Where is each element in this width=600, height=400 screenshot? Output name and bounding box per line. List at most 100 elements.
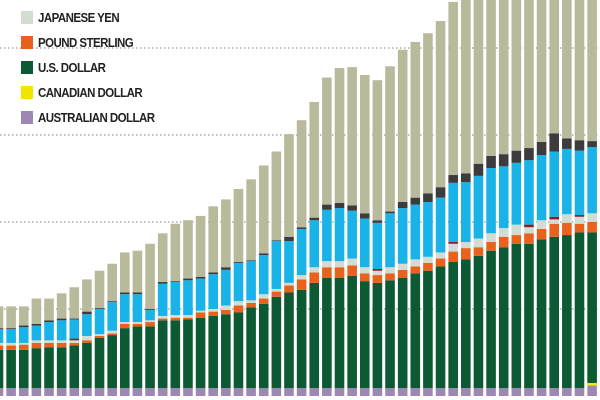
bar-segment-series-8: [498, 0, 509, 155]
bar-segment-japanese-yen: [397, 263, 408, 270]
bar-segment-pound-sterling: [448, 251, 458, 263]
bar-segment-u-s-dollar: [195, 317, 206, 389]
bar-segment-pound-sterling: [309, 272, 320, 283]
bar-segment-series-6: [44, 322, 54, 341]
bar-segment-series-8: [397, 49, 408, 202]
bar-segment-u-s-dollar: [410, 273, 421, 389]
bar-segment-australian-dollar: [145, 388, 155, 396]
bar-segment-australian-dollar: [208, 388, 219, 396]
bar-segment-u-s-dollar: [18, 349, 29, 389]
bar-segment-pound-sterling: [322, 267, 332, 278]
bar-segment-series-6: [56, 320, 67, 341]
bar-segment-u-s-dollar: [486, 250, 496, 389]
legend-label: U.S. DOLLAR: [38, 60, 106, 75]
bar-stack: [536, 0, 547, 396]
bar-segment-pound-sterling: [574, 223, 585, 233]
bar-segment-series-7: [461, 173, 471, 182]
bar-segment-pound-sterling: [271, 291, 282, 297]
bar-stack: [473, 0, 484, 396]
bar-segment-u-s-dollar: [549, 236, 560, 389]
bar-segment-series-7: [347, 205, 357, 211]
bar-segment-series-6: [498, 166, 509, 229]
bar-segment-pound-sterling: [359, 273, 370, 282]
bar-segment-series-8: [120, 252, 130, 293]
bar-segment-japanese-yen: [347, 258, 357, 266]
bar-segment-japanese-yen: [6, 342, 16, 346]
bar-segment-series-6: [94, 309, 105, 335]
bar-stack: [448, 1, 458, 396]
bar-stack: [132, 250, 143, 396]
bar-segment-series-8: [574, 0, 585, 141]
bar-segment-series-6: [69, 319, 80, 339]
bar-segment-series-7: [195, 276, 206, 279]
bar-segment-series-8: [347, 67, 357, 206]
bar-segment-pound-sterling: [120, 323, 130, 329]
bar-segment-pound-sterling: [157, 318, 168, 321]
bar-segment-series-6: [221, 269, 231, 306]
bar-segment-series-8: [524, 0, 534, 149]
bar-segment-u-s-dollar: [157, 320, 168, 389]
bar-segment-japanese-yen: [145, 320, 155, 323]
bar-stack: [183, 220, 193, 396]
bar-segment-australian-dollar: [587, 385, 597, 396]
bar-segment-japanese-yen: [372, 270, 383, 276]
bar-segment-series-7: [208, 272, 219, 275]
bar-segment-australian-dollar: [322, 388, 332, 396]
bar-segment-australian-dollar: [107, 388, 117, 396]
bar-segment-pound-sterling: [170, 317, 181, 321]
bar-segment-u-s-dollar: [448, 262, 458, 389]
bar-segment-australian-dollar: [473, 388, 484, 396]
bar-stack: [486, 0, 496, 396]
bar-segment-japanese-yen: [587, 213, 597, 222]
bar-stack: [587, 0, 597, 396]
bar-segment-u-s-dollar: [6, 349, 16, 389]
bar-segment-series-5: [524, 224, 534, 228]
bar-segment-series-7: [44, 320, 54, 323]
bar-segment-u-s-dollar: [309, 282, 320, 389]
bar-segment-series-8: [94, 270, 105, 309]
bar-segment-pound-sterling: [498, 236, 509, 248]
bar-stack: [120, 252, 130, 396]
bar-segment-series-8: [385, 66, 395, 212]
bar-segment-u-s-dollar: [56, 347, 67, 389]
bar-stack: [309, 101, 320, 396]
bar-segment-pound-sterling: [435, 258, 446, 267]
bar-segment-australian-dollar: [372, 388, 383, 396]
legend-label: AUSTRALIAN DOLLAR: [38, 110, 155, 125]
bar-stack: [372, 80, 383, 396]
bar-segment-pound-sterling: [145, 322, 155, 327]
bar-segment-series-7: [284, 236, 294, 242]
bar-stack: [31, 298, 42, 396]
bar-segment-series-6: [0, 329, 4, 343]
bar-segment-u-s-dollar: [461, 259, 471, 389]
bar-segment-australian-dollar: [498, 388, 509, 396]
legend-swatch: [21, 61, 33, 74]
bar-segment-series-6: [448, 182, 458, 243]
bar-segment-series-6: [6, 329, 16, 343]
bar-segment-series-6: [435, 197, 446, 253]
bar-stack: [511, 0, 522, 396]
bar-stack: [208, 206, 219, 396]
bar-segment-pound-sterling: [6, 345, 16, 350]
bar-segment-japanese-yen: [435, 252, 446, 259]
bar-segment-series-5: [574, 215, 585, 217]
bar-segment-australian-dollar: [524, 388, 534, 396]
bar-segment-u-s-dollar: [511, 243, 522, 389]
bar-segment-series-5: [448, 242, 458, 244]
bar-segment-series-7: [94, 308, 105, 309]
bar-stack: [94, 270, 105, 396]
bar-stack: [574, 0, 585, 396]
bar-segment-australian-dollar: [536, 388, 547, 396]
bar-segment-australian-dollar: [461, 388, 471, 396]
bar-segment-japanese-yen: [0, 342, 4, 346]
bar-segment-series-6: [157, 283, 168, 316]
bar-segment-pound-sterling: [221, 309, 231, 315]
bar-segment-series-7: [221, 267, 231, 270]
bar-segment-series-8: [145, 243, 155, 309]
bar-segment-series-8: [435, 21, 446, 188]
bar-segment-series-7: [69, 318, 80, 320]
bar-segment-series-7: [56, 318, 67, 321]
bar-segment-pound-sterling: [56, 342, 67, 348]
bar-segment-pound-sterling: [233, 305, 244, 313]
bar-segment-series-6: [271, 241, 282, 289]
